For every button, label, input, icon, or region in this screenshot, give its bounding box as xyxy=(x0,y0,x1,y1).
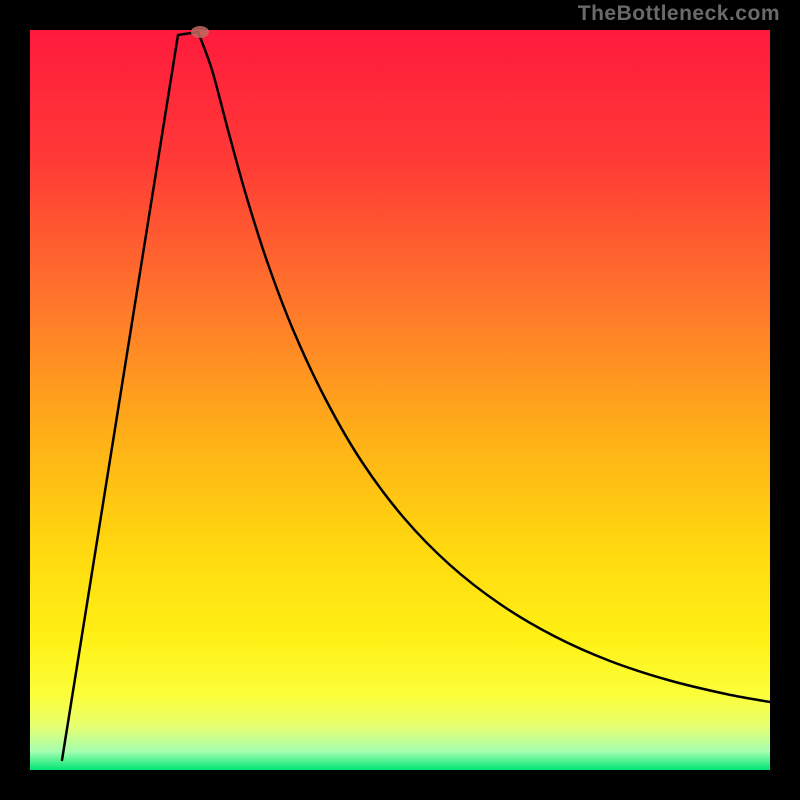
watermark-text: TheBottleneck.com xyxy=(578,2,780,26)
plot-background xyxy=(30,30,770,770)
chart-frame: TheBottleneck.com xyxy=(0,0,800,800)
minimum-marker xyxy=(191,26,209,38)
bottleneck-curve-chart xyxy=(0,0,800,800)
